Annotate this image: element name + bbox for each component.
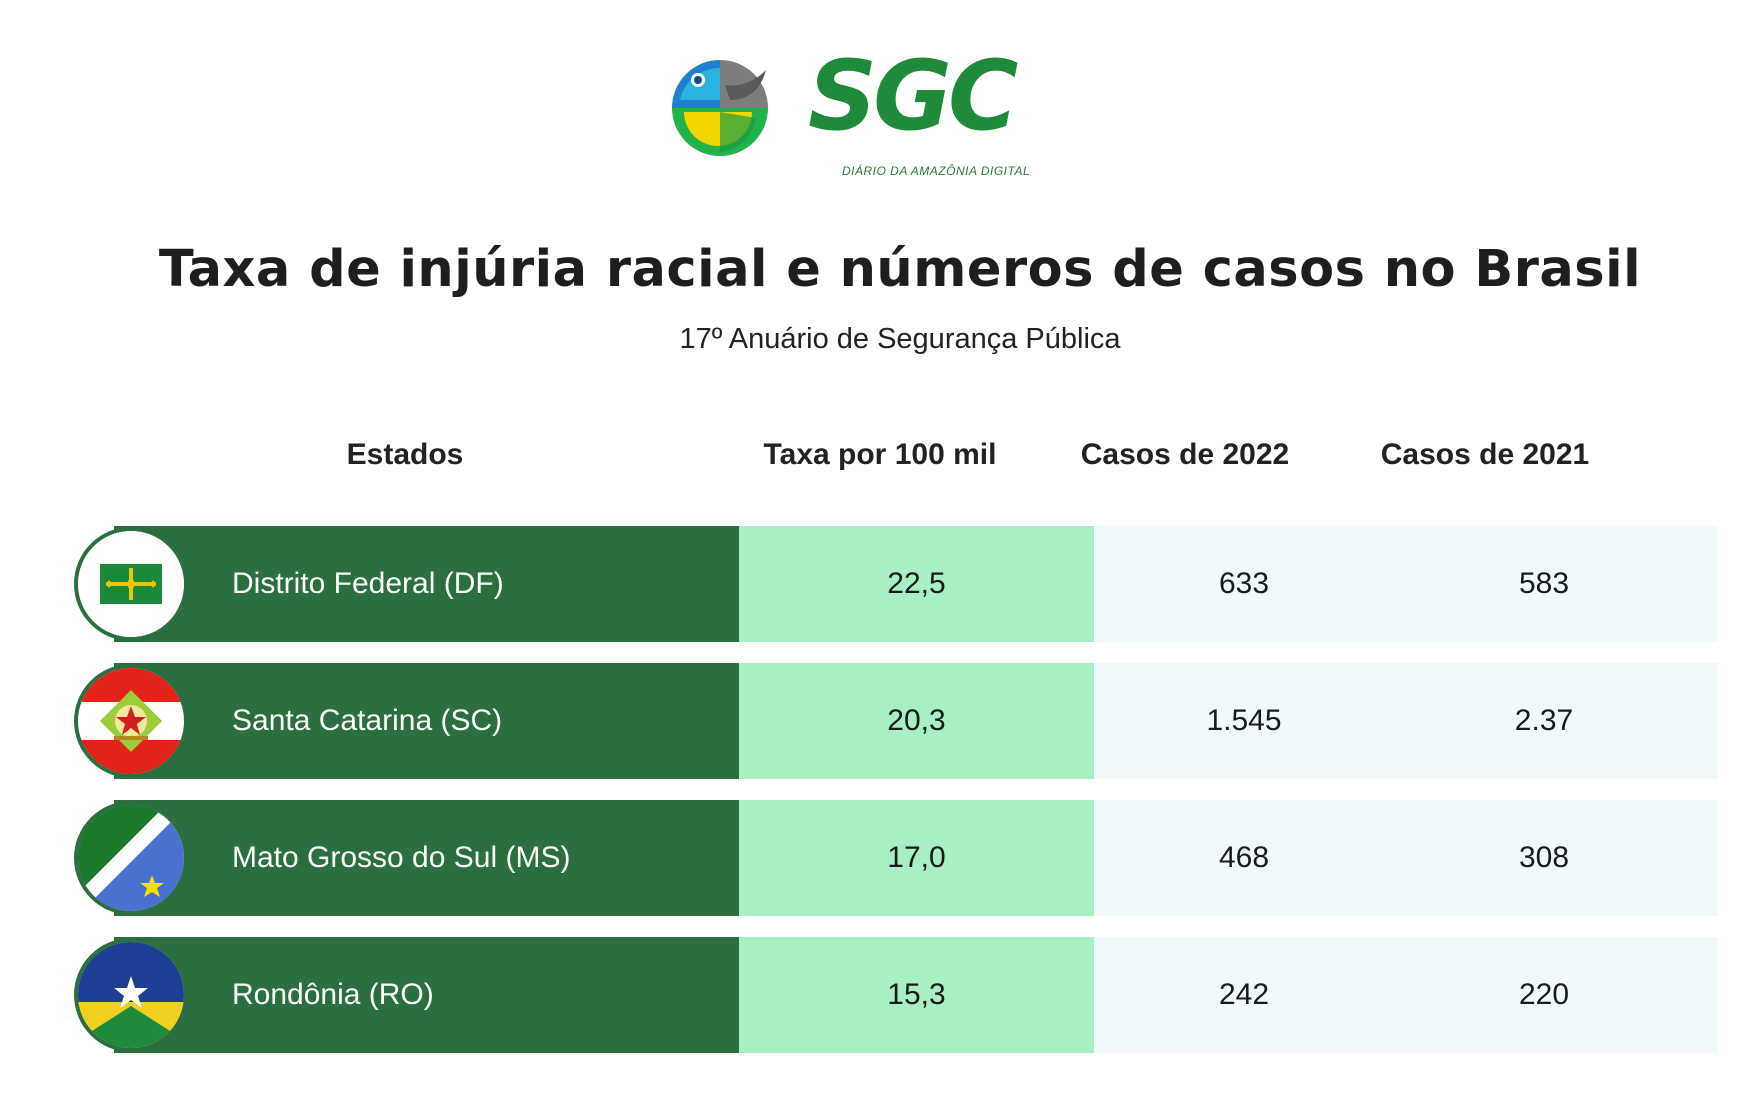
bird-logo-icon [672,60,768,156]
column-header-cases-2022: Casos de 2022 [1080,438,1290,471]
page-title: Taxa de injúria racial e números de caso… [158,240,1642,299]
logo-tagline: DIÁRIO DA AMAZÔNIA DIGITAL [842,164,1031,178]
cases-2022-value: 633 [1218,567,1270,600]
flag-frame [74,527,188,641]
df-flag-icon [78,531,184,637]
rate-value: 17,0 [887,841,946,874]
cases-cell [1094,800,1718,916]
state-name: Distrito Federal (DF) [232,567,504,600]
column-header-state: Estados [346,438,464,471]
page-subtitle: 17º Anuário de Segurança Pública [679,323,1121,355]
column-header-rate: Taxa por 100 mil [763,438,997,471]
cases-cell [1094,937,1718,1053]
rate-value: 20,3 [887,704,946,737]
cases-2021-value: 583 [1518,567,1570,600]
cases-2022-value: 242 [1218,978,1270,1011]
cases-2022-value: 468 [1218,841,1270,874]
rate-value: 15,3 [887,978,946,1011]
flag-frame [74,801,188,915]
cases-cell [1094,663,1718,779]
sc-flag-icon [78,668,184,774]
table-row-sc: Santa Catarina (SC) 20,3 1.545 2.37 [74,663,1718,779]
ms-flag-icon [78,805,184,911]
state-cell [114,663,739,779]
cases-2022-value: 1.545 [1206,704,1282,737]
logo-text: SGC [808,40,1018,152]
rate-cell [739,663,1094,779]
rate-value: 22,5 [887,567,946,600]
state-name: Rondônia (RO) [232,978,434,1011]
flag-frame [74,664,188,778]
table-row-df: Distrito Federal (DF) 22,5 633 583 [74,526,1718,642]
state-cell [114,937,739,1053]
rate-cell [739,526,1094,642]
state-cell [114,526,739,642]
flag-frame [74,938,188,1052]
table-row-ms: Mato Grosso do Sul (MS) 17,0 468 308 [74,800,1718,916]
state-name: Mato Grosso do Sul (MS) [232,841,571,874]
cases-2021-value: 308 [1518,841,1570,874]
column-header-cases-2021: Casos de 2021 [1380,438,1590,471]
ro-flag-icon [78,942,184,1048]
cases-2021-value: 2.37 [1514,704,1574,737]
table-row-ro: Rondônia (RO) 15,3 242 220 [74,937,1718,1053]
cases-cell [1094,526,1718,642]
cases-2021-value: 220 [1518,978,1570,1011]
rate-cell [739,800,1094,916]
rate-cell [739,937,1094,1053]
state-name: Santa Catarina (SC) [232,704,503,737]
state-cell [114,800,739,916]
